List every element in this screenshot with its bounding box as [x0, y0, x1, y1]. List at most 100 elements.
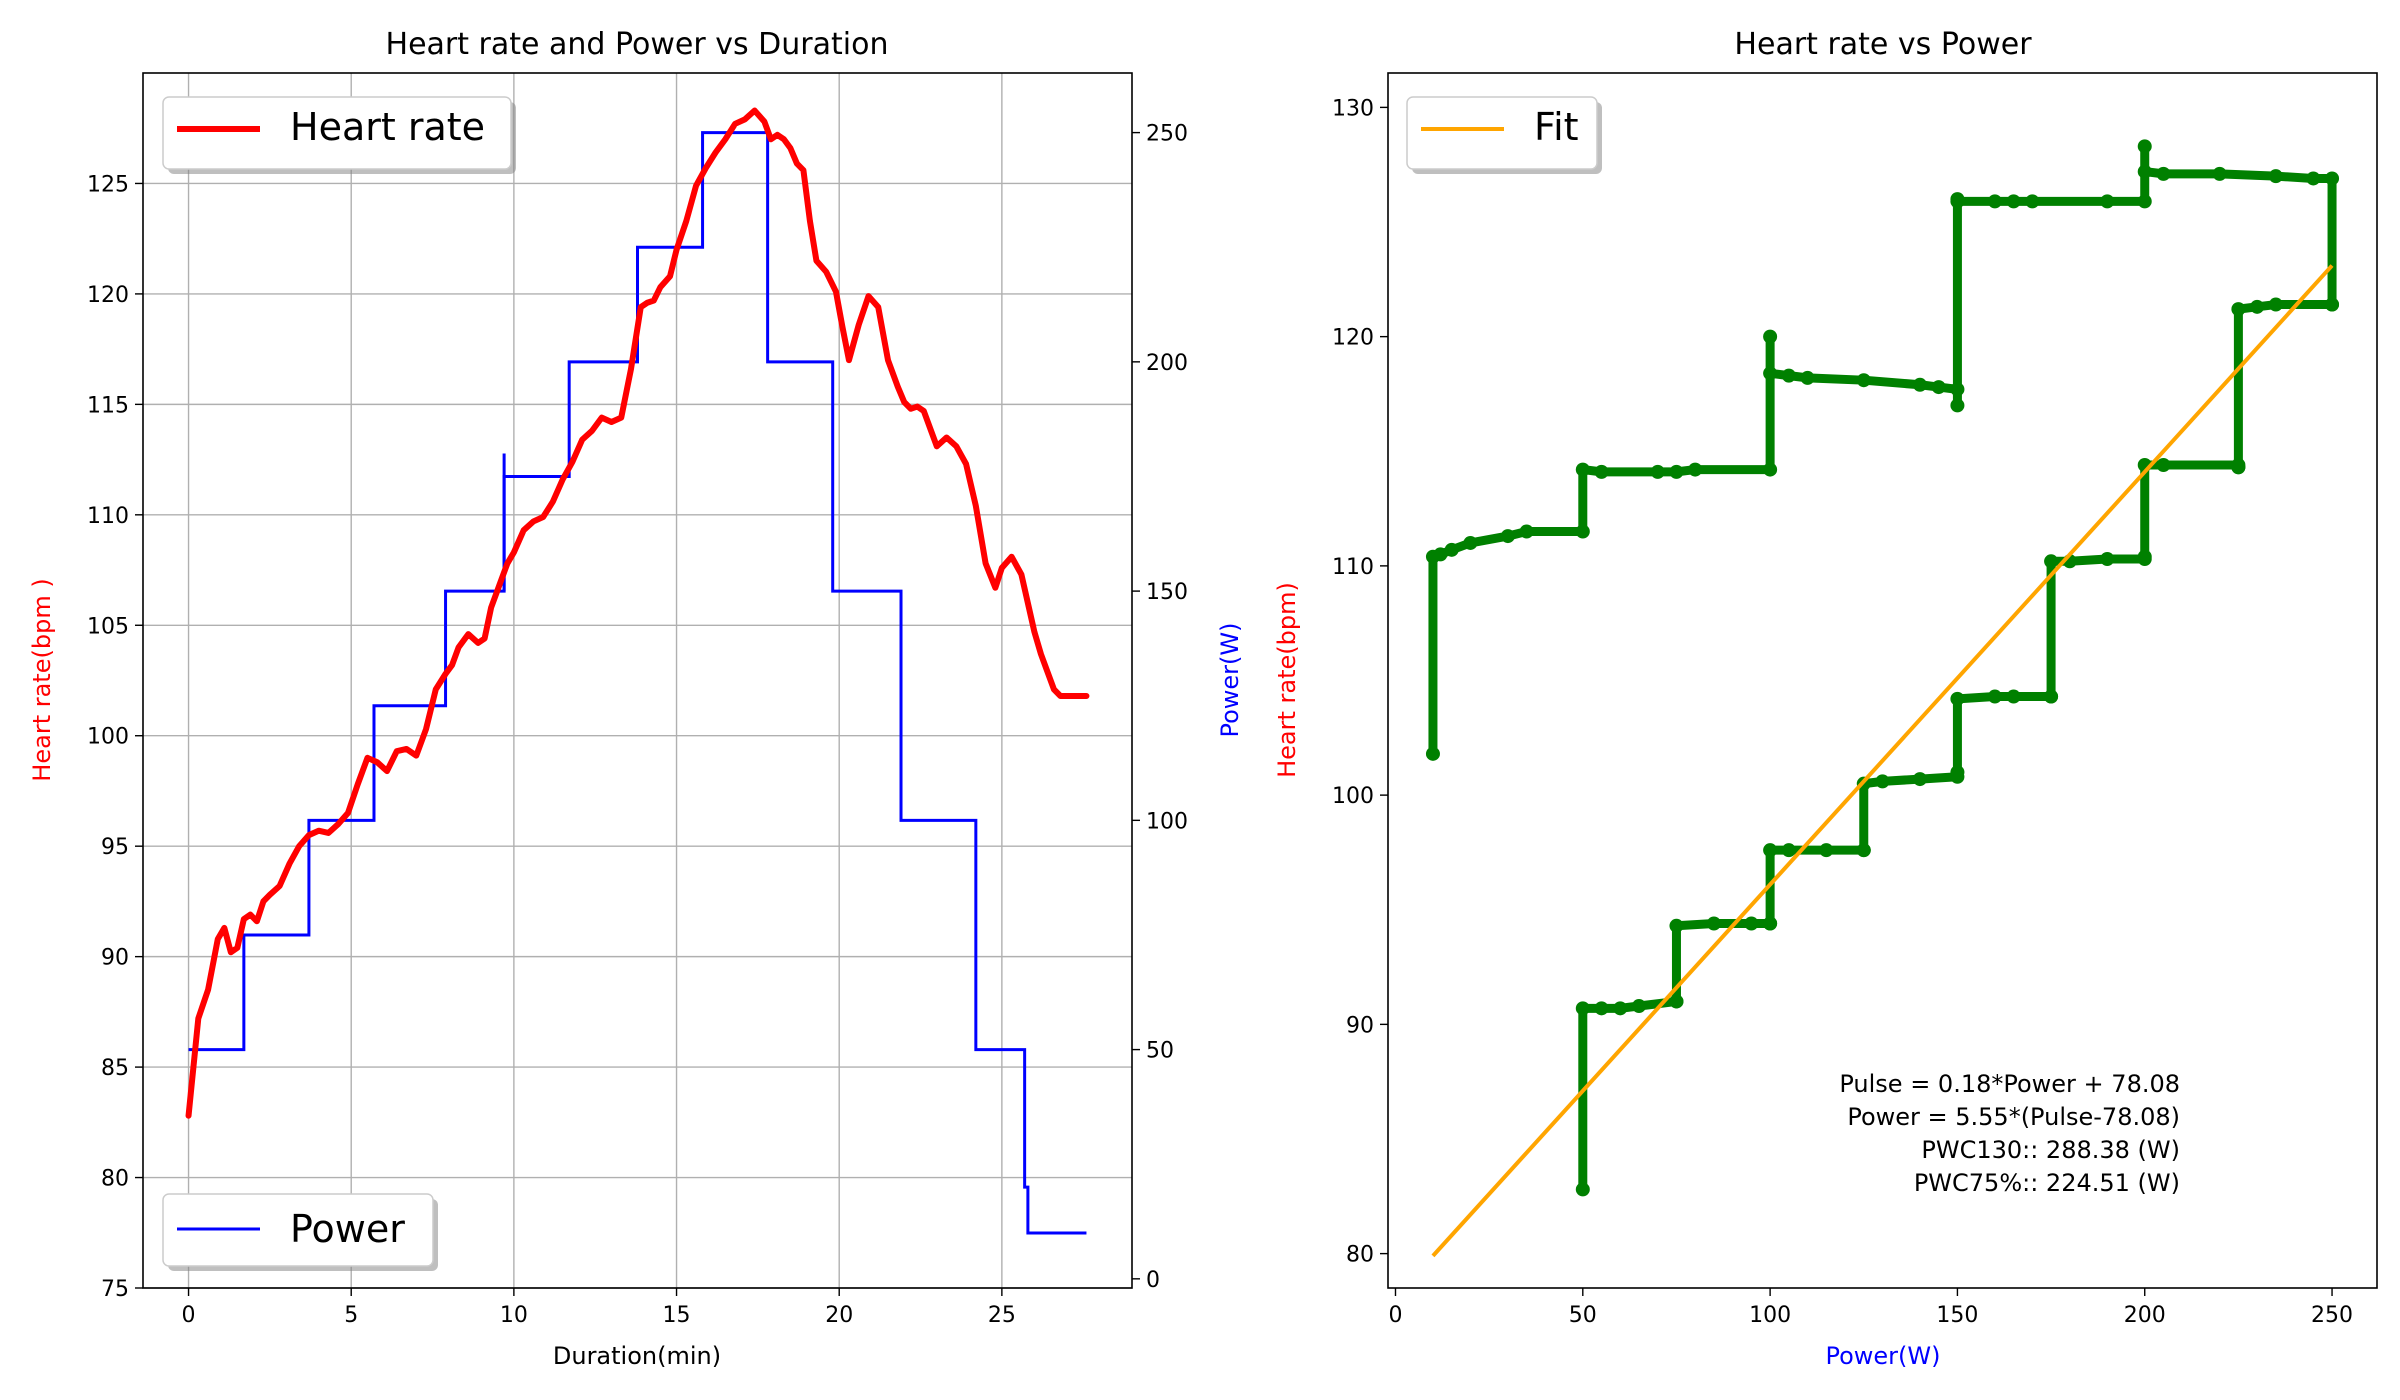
heart-rate-power-points [1425, 139, 2340, 1197]
right-x-label: Power(W) [1825, 1342, 1940, 1370]
left-y-tick-label: 90 [101, 946, 129, 971]
data-point [2006, 194, 2021, 209]
data-point [2325, 297, 2340, 312]
data-point [1781, 843, 1796, 858]
left-y-tick-label: 120 [87, 283, 129, 308]
fit-line [1431, 264, 2334, 1258]
data-point [1950, 194, 1965, 209]
fit-line-path [1431, 264, 2334, 1258]
data-point [1763, 329, 1778, 344]
data-point [2025, 194, 2040, 209]
data-point [1575, 524, 1590, 539]
left-y2-label: Power(W) [1216, 622, 1244, 737]
fit-annotation: Pulse = 0.18*Power + 78.08 Power = 5.55*… [1839, 1070, 2180, 1197]
right-chart-title: Heart rate vs Power [1734, 27, 2032, 62]
data-point [1763, 843, 1778, 858]
data-point [1631, 999, 1646, 1014]
right-chart: Heart rate vs Power 0 50 100 150 200 250 80 90… [1273, 27, 2378, 1370]
right-x-tick-label: 50 [1569, 1303, 1597, 1328]
data-point [2156, 458, 2171, 473]
data-point [1444, 542, 1459, 557]
data-point [1931, 380, 1946, 395]
right-y-tick-label: 120 [1332, 326, 1374, 351]
data-point [1950, 382, 1965, 397]
left-y-tick-label: 115 [87, 393, 129, 418]
data-point [1950, 691, 1965, 706]
left-y2-tick-label: 150 [1146, 580, 1188, 605]
left-y2-ticks: 0 50 100 150 200 250 [1132, 122, 1188, 1293]
data-point [2231, 458, 2246, 473]
left-y2-tick-label: 50 [1146, 1039, 1174, 1064]
data-point [2137, 194, 2152, 209]
data-point [1688, 462, 1703, 477]
heart-rate-line [185, 107, 1090, 1119]
left-x-tick-label: 25 [988, 1303, 1016, 1328]
data-point [1856, 373, 1871, 388]
data-point [2306, 171, 2321, 186]
left-y-label: Heart rate(bpm ) [28, 578, 56, 781]
annotation-line-1: Pulse = 0.18*Power + 78.08 [1839, 1070, 2180, 1098]
left-chart-title: Heart rate and Power vs Duration [386, 27, 889, 62]
data-point [1744, 916, 1759, 931]
data-point [1781, 368, 1796, 383]
data-point [2044, 554, 2059, 569]
data-point [1987, 194, 2002, 209]
data-point [1875, 774, 1890, 789]
data-point [1463, 535, 1478, 550]
data-point [2268, 297, 2283, 312]
right-x-tick-label: 250 [2311, 1303, 2353, 1328]
left-y2-tick-label: 200 [1146, 351, 1188, 376]
data-point [1669, 918, 1684, 933]
left-x-label: Duration(min) [553, 1342, 721, 1370]
data-point [1575, 1001, 1590, 1016]
data-point [2212, 166, 2227, 181]
data-point [1594, 1001, 1609, 1016]
power-line [188, 131, 1087, 1235]
left-y-tick-label: 110 [87, 504, 129, 529]
data-point [2268, 169, 2283, 184]
data-point [2231, 302, 2246, 317]
right-y-tick-label: 90 [1346, 1013, 1374, 1038]
right-x-tick-label: 100 [1749, 1303, 1791, 1328]
data-point [2137, 164, 2152, 179]
right-plot-frame [1387, 72, 2378, 1289]
power-legend-label: Power [290, 1207, 405, 1251]
left-y-tick-label: 85 [101, 1056, 129, 1081]
data-point [2325, 171, 2340, 186]
heart-rate-legend: Heart rate [162, 96, 516, 174]
left-y-ticks: 75 80 85 90 95 100 105 110 115 120 125 [87, 172, 143, 1302]
data-point [1594, 464, 1609, 479]
annotation-line-4: PWC75%:: 224.51 (W) [1914, 1169, 2180, 1197]
left-plot-frame [142, 72, 1133, 1289]
data-point [1669, 464, 1684, 479]
data-point [1912, 377, 1927, 392]
right-y-tick-label: 110 [1332, 555, 1374, 580]
data-point [1425, 746, 1440, 761]
heart-rate-legend-label: Heart rate [290, 105, 485, 149]
data-point [1575, 462, 1590, 477]
power-legend: Power [162, 1193, 438, 1271]
right-y-tick-label: 100 [1332, 784, 1374, 809]
data-point [2100, 194, 2115, 209]
fit-legend-label: Fit [1534, 105, 1579, 149]
data-point [1856, 843, 1871, 858]
data-point [2044, 689, 2059, 704]
data-point [2250, 299, 2265, 314]
left-y2-tick-label: 0 [1146, 1268, 1160, 1293]
right-y-tick-label: 80 [1346, 1243, 1374, 1268]
data-point [1669, 994, 1684, 1009]
left-x-tick-label: 20 [825, 1303, 853, 1328]
left-y-tick-label: 105 [87, 614, 129, 639]
right-y-tick-label: 130 [1332, 96, 1374, 121]
right-x-tick-label: 200 [2124, 1303, 2166, 1328]
right-y-label: Heart rate(bpm) [1273, 582, 1301, 778]
left-y-tick-label: 75 [101, 1277, 129, 1302]
data-point [1912, 772, 1927, 787]
left-y2-tick-label: 250 [1146, 122, 1188, 147]
data-point [1650, 464, 1665, 479]
right-x-tick-label: 0 [1388, 1303, 1402, 1328]
data-point [1613, 1001, 1628, 1016]
left-x-ticks: 0 5 10 15 20 25 [182, 1288, 1016, 1328]
data-point [1706, 916, 1721, 931]
